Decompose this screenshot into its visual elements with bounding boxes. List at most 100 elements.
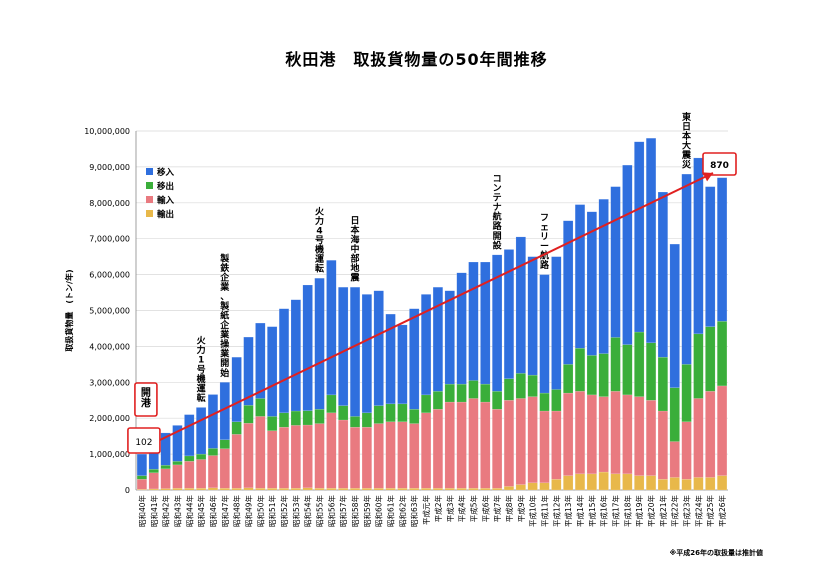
trend-arrow-head (702, 172, 713, 182)
bar-segment (574, 347, 586, 392)
bar-segment (421, 394, 432, 414)
bar-segment (539, 410, 550, 484)
bar-segment (290, 410, 301, 426)
bar-segment (622, 344, 633, 396)
bar-segment (184, 488, 195, 491)
bar-segment (551, 410, 562, 480)
annotation-event: 東日本大震災 (681, 111, 692, 171)
y-tick-label: 0 (125, 486, 130, 495)
bar-segment (622, 164, 633, 345)
bar-segment (515, 398, 526, 485)
x-tick-label: 平成2年 (433, 495, 443, 523)
annotation-event: 火力 4 号機運転 (315, 206, 325, 274)
bar-segment (231, 488, 242, 491)
bar-segment (563, 364, 574, 394)
bar-segment (326, 394, 337, 414)
annotation-event: 日本海中部地震 (350, 215, 361, 283)
annotation-box (134, 382, 158, 417)
x-tick-label: 昭和55年 (315, 495, 325, 528)
bar-segment (503, 400, 515, 487)
bar-segment (267, 488, 278, 491)
x-tick-label: 平成19年 (634, 495, 644, 528)
bar-segment (669, 477, 680, 491)
bar-segment (160, 465, 171, 470)
trend-arrow-line (159, 172, 714, 441)
annotations: 開港 102 870 火力 1 号機運転 製鉄企業、製紙企業操業開始 火力 4 号機運転 日本海中部… (127, 111, 737, 454)
bar-segment (503, 249, 515, 379)
bar-segment (207, 487, 219, 491)
bar-segment (705, 326, 716, 392)
bar-segment (551, 389, 562, 412)
bar-segment (645, 400, 657, 476)
x-tick-label: 昭和57年 (338, 495, 348, 528)
bar-segment (421, 412, 432, 489)
bar-segment (480, 261, 491, 385)
x-tick-label: 昭和61年 (386, 495, 396, 528)
bar-segment (373, 423, 384, 489)
bar-segment (634, 141, 645, 333)
bar-segment (492, 391, 503, 410)
x-tick-label: 平成22年 (670, 495, 680, 528)
bar-segment (693, 333, 704, 399)
bar-segment (338, 488, 349, 491)
bar-segment (172, 425, 183, 462)
bar-segment (172, 464, 183, 489)
y-tick-label: 1,000,000 (89, 450, 130, 459)
legend-swatch (146, 168, 153, 175)
bar-segment (456, 383, 467, 403)
bar-segment (196, 459, 207, 489)
annotation-box (702, 152, 737, 176)
bar-segment (574, 204, 586, 349)
bar-segment (574, 473, 586, 491)
x-tick-label: 昭和51年 (267, 495, 277, 528)
bar-segment (243, 405, 254, 424)
x-tick-label: 平成13年 (563, 495, 573, 528)
bar-segment (468, 488, 479, 491)
bar-segment (539, 392, 550, 412)
bar-segment (409, 488, 420, 491)
bar-segment (373, 290, 384, 406)
bar-segment (219, 448, 230, 489)
bar-segment (148, 468, 159, 473)
bar-segment (243, 423, 254, 489)
x-tick-label: 平成8年 (504, 495, 514, 523)
bar-segment (598, 471, 609, 491)
bar-segment (207, 394, 219, 449)
bar-segment (681, 479, 692, 491)
bar-segment (456, 272, 467, 385)
bar-segment (385, 421, 396, 489)
x-tick-label: 昭和62年 (397, 495, 407, 528)
bar-segment (610, 337, 621, 392)
bar-segment (717, 321, 728, 387)
x-tick-label: 昭和59年 (362, 495, 372, 528)
bar-segment (278, 426, 290, 489)
footnote: ※平成26年の取扱量は推計値 (669, 549, 763, 557)
y-tick-label: 6,000,000 (89, 271, 130, 280)
x-tick-label: 平成16年 (599, 495, 609, 528)
bar-segment (456, 488, 467, 491)
bar-segment (385, 403, 396, 422)
bar-segment (539, 482, 550, 491)
x-tick-label: 平成14年 (575, 495, 585, 528)
bar-segment (480, 401, 491, 489)
x-tick-label: 平成21年 (658, 495, 668, 528)
y-tick-label: 5,000,000 (89, 307, 130, 316)
x-tick-label: 昭和58年 (350, 495, 360, 528)
bar-segment (314, 409, 325, 424)
bar-segment (338, 286, 349, 406)
x-tick-label: 平成7年 (492, 495, 502, 523)
bar-segment (338, 419, 349, 489)
bar-segment (657, 356, 668, 412)
bar-segment (586, 211, 597, 356)
legend-label: 移入 (157, 167, 175, 178)
bar-segment (705, 477, 716, 491)
bar-segment (515, 373, 526, 399)
bar-segment (385, 488, 396, 491)
bar-segment (468, 261, 479, 381)
bars (136, 137, 728, 491)
legend-label: 輸出 (157, 209, 174, 220)
bar-segment (397, 421, 408, 489)
bar-segment (681, 421, 692, 480)
bar-segment (314, 423, 325, 489)
annotation-event: 製鉄企業、製紙企業操業開始 (219, 252, 230, 378)
